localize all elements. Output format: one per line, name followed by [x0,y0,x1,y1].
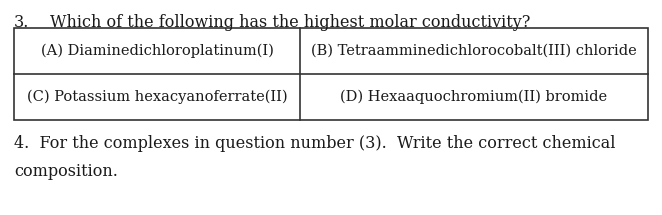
Text: Which of the following has the highest molar conductivity?: Which of the following has the highest m… [50,14,530,31]
Text: 3.: 3. [14,14,29,31]
Text: (A) Diaminedichloroplatinum(I): (A) Diaminedichloroplatinum(I) [40,44,273,58]
Text: (C) Potassium hexacyanoferrate(II): (C) Potassium hexacyanoferrate(II) [26,90,287,104]
Text: composition.: composition. [14,163,118,180]
Text: (B) Tetraamminedichlorocobalt(III) chloride: (B) Tetraamminedichlorocobalt(III) chlor… [311,44,637,58]
Text: 4.  For the complexes in question number (3).  Write the correct chemical: 4. For the complexes in question number … [14,135,616,152]
Bar [14,28,648,120]
Text: (D) Hexaaquochromium(II) bromide: (D) Hexaaquochromium(II) bromide [340,90,608,104]
